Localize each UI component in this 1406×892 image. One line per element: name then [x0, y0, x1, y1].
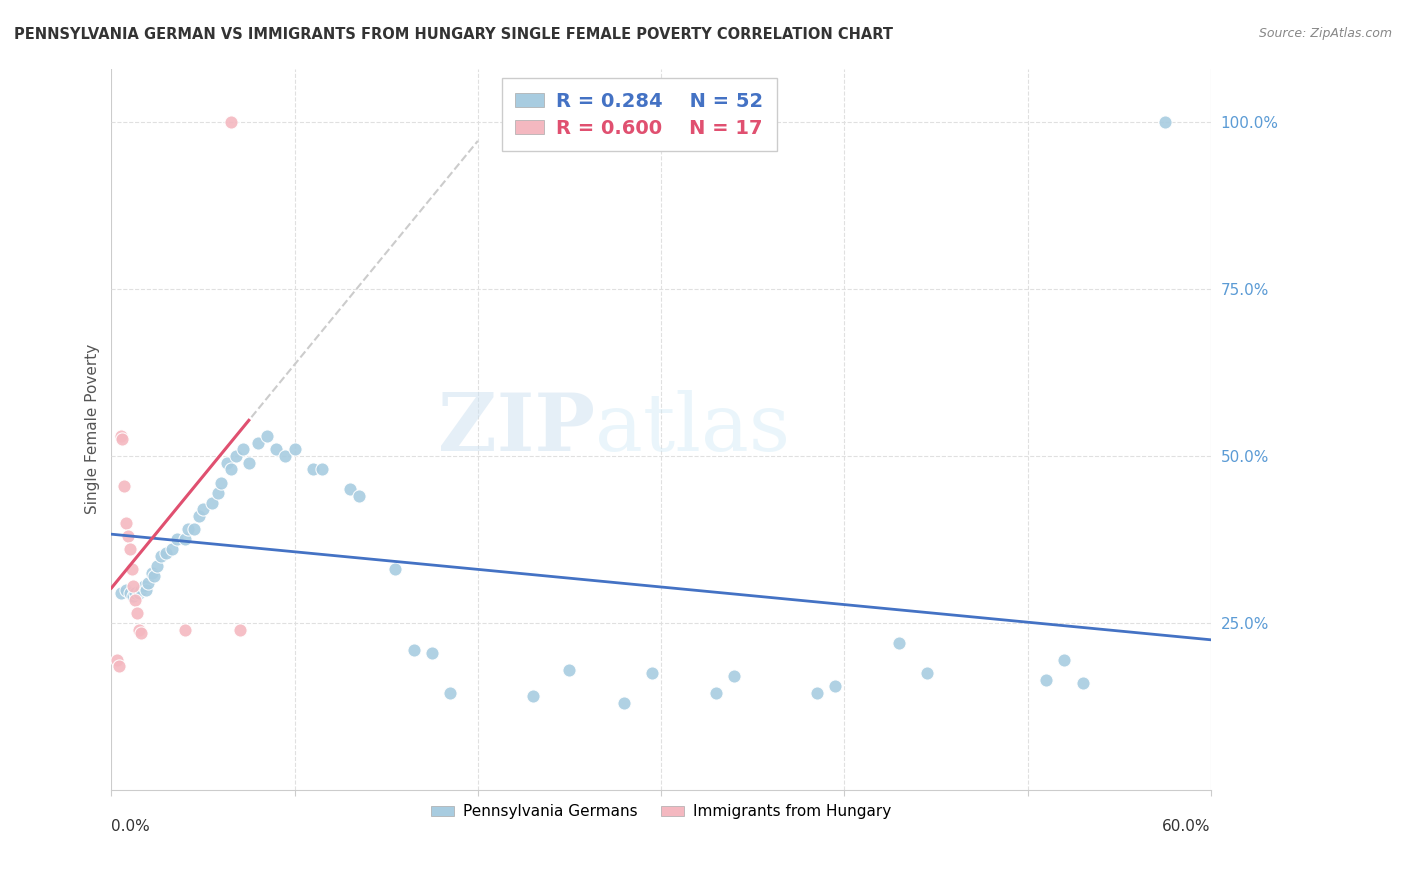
Point: [117, 529, 139, 543]
Point: [302, 462, 325, 476]
Point: [613, 696, 636, 710]
Point: [173, 623, 195, 637]
Text: atlas: atlas: [595, 390, 790, 468]
Y-axis label: Single Female Poverty: Single Female Poverty: [86, 344, 100, 515]
Point: [228, 623, 250, 637]
Point: [136, 575, 159, 590]
Point: [107, 659, 129, 673]
Point: [641, 666, 664, 681]
Point: [522, 690, 544, 704]
Point: [129, 582, 152, 597]
Point: [125, 606, 148, 620]
Point: [723, 669, 745, 683]
Point: [347, 489, 370, 503]
Text: PENNSYLVANIA GERMAN VS IMMIGRANTS FROM HUNGARY SINGLE FEMALE POVERTY CORRELATION: PENNSYLVANIA GERMAN VS IMMIGRANTS FROM H…: [14, 27, 893, 42]
Point: [238, 456, 260, 470]
Point: [889, 636, 911, 650]
Point: [111, 432, 134, 446]
Point: [704, 686, 727, 700]
Text: ZIP: ZIP: [439, 390, 595, 468]
Point: [1071, 676, 1094, 690]
Point: [115, 582, 138, 597]
Point: [112, 479, 135, 493]
Point: [246, 435, 269, 450]
Point: [135, 582, 157, 597]
Point: [118, 586, 141, 600]
Point: [146, 559, 169, 574]
Point: [105, 653, 128, 667]
Point: [122, 579, 145, 593]
Point: [232, 442, 254, 457]
Point: [183, 523, 205, 537]
Point: [141, 566, 163, 580]
Point: [124, 592, 146, 607]
Point: [149, 549, 172, 563]
Point: [134, 579, 156, 593]
Text: Source: ZipAtlas.com: Source: ZipAtlas.com: [1258, 27, 1392, 40]
Point: [915, 666, 938, 681]
Point: [110, 429, 132, 443]
Text: 60.0%: 60.0%: [1163, 819, 1211, 834]
Point: [311, 462, 333, 476]
Point: [128, 586, 150, 600]
Point: [824, 679, 846, 693]
Point: [160, 542, 183, 557]
Point: [256, 429, 278, 443]
Point: [207, 485, 229, 500]
Point: [384, 562, 406, 576]
Point: [124, 586, 146, 600]
Point: [155, 546, 177, 560]
Point: [1053, 653, 1076, 667]
Point: [191, 502, 214, 516]
Point: [118, 542, 141, 557]
Point: [188, 509, 211, 524]
Point: [110, 586, 132, 600]
Point: [129, 626, 152, 640]
Point: [173, 533, 195, 547]
Point: [219, 115, 242, 129]
Point: [339, 483, 361, 497]
Text: 0.0%: 0.0%: [111, 819, 150, 834]
Point: [219, 462, 242, 476]
Point: [439, 686, 461, 700]
Point: [1154, 115, 1177, 129]
Point: [215, 456, 238, 470]
Point: [128, 623, 150, 637]
Point: [177, 523, 200, 537]
Point: [209, 475, 232, 490]
Point: [142, 569, 165, 583]
Point: [806, 686, 828, 700]
Point: [166, 533, 188, 547]
Point: [266, 442, 288, 457]
Point: [122, 589, 145, 603]
Point: [115, 516, 138, 530]
Point: [201, 496, 224, 510]
Point: [274, 449, 297, 463]
Point: [420, 646, 443, 660]
Point: [121, 562, 143, 576]
Point: [558, 663, 581, 677]
Point: [1035, 673, 1057, 687]
Point: [284, 442, 307, 457]
Point: [225, 449, 247, 463]
Legend: Pennsylvania Germans, Immigrants from Hungary: Pennsylvania Germans, Immigrants from Hu…: [425, 798, 897, 826]
Point: [402, 642, 425, 657]
